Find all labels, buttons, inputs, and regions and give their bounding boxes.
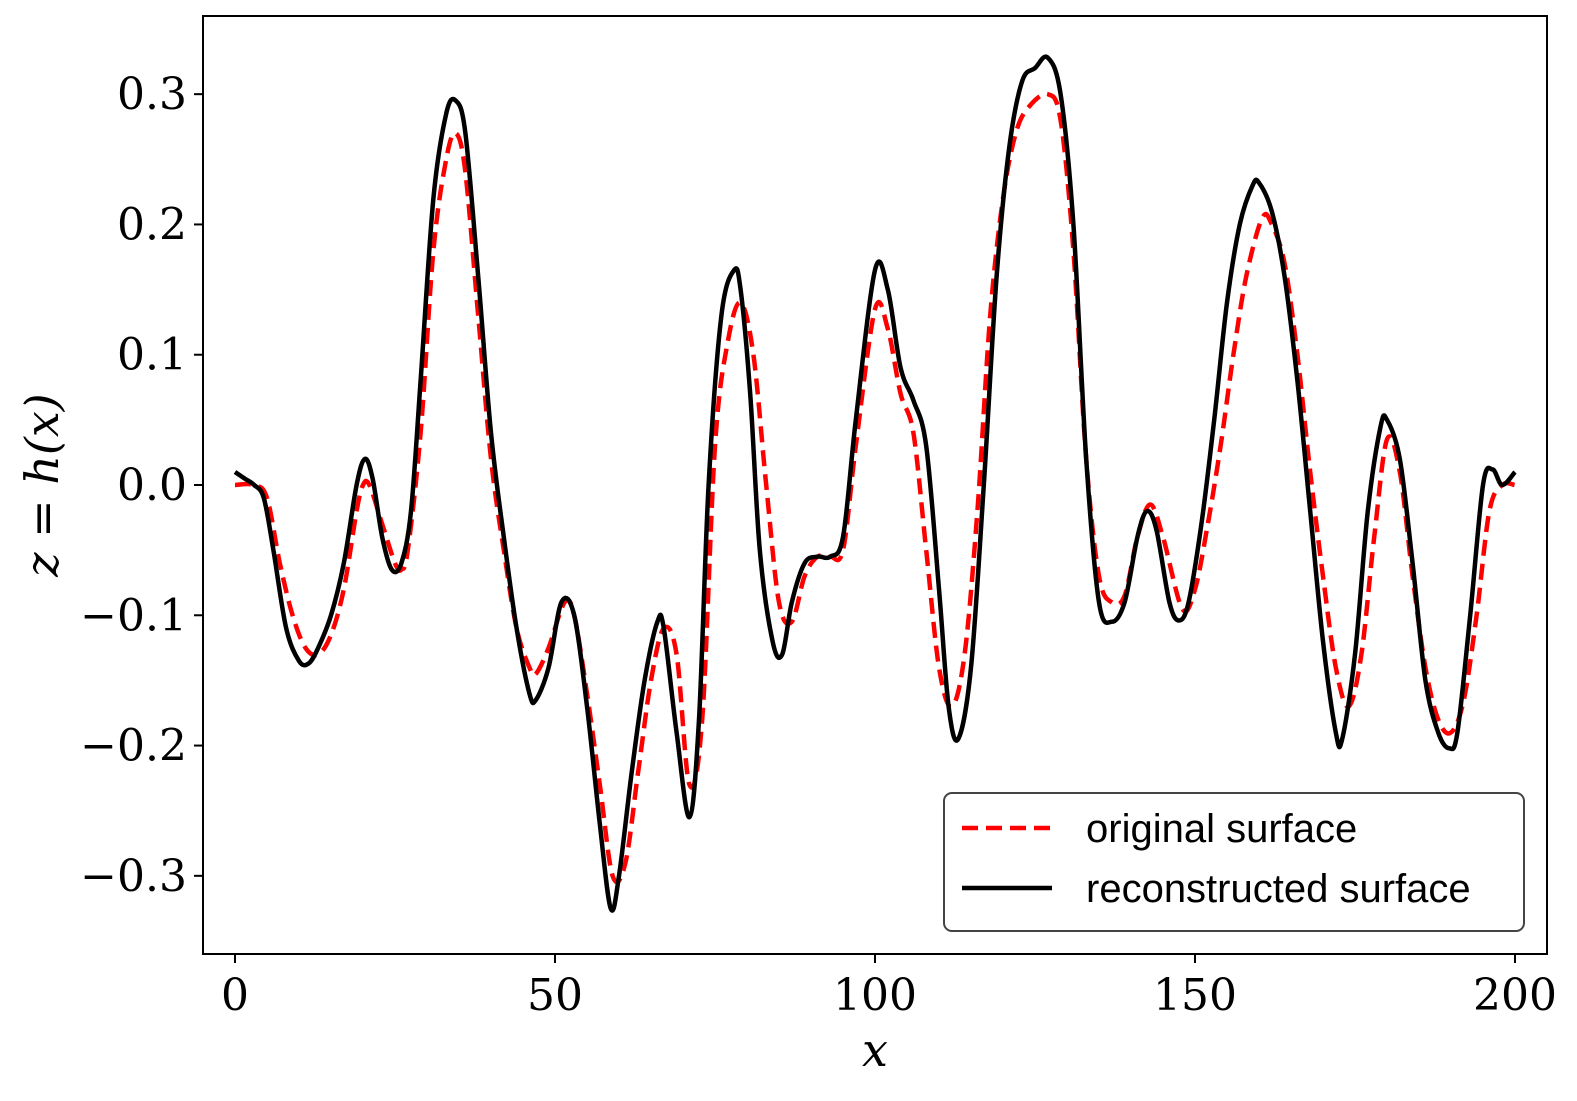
y-tick-label: −0.2: [80, 721, 187, 772]
legend-label-reconstructed: reconstructed surface: [1086, 867, 1471, 911]
legend: original surface reconstructed surface: [943, 792, 1525, 932]
y-tick-label: 0.2: [117, 199, 187, 250]
series-line-reconstructed: [233, 54, 1517, 913]
x-axis-label: x: [862, 1023, 888, 1077]
y-tick-label: 0.0: [117, 460, 187, 511]
y-tick-label: 0.1: [117, 330, 187, 381]
x-tick-label: 150: [1153, 970, 1237, 1021]
y-tick-label: −0.3: [80, 851, 187, 902]
x-tick-label: 50: [527, 970, 583, 1021]
series-layer: [233, 54, 1517, 913]
x-tick-label: 0: [221, 970, 249, 1021]
y-tick-label: 0.3: [117, 69, 187, 120]
x-tick-label: 100: [833, 970, 917, 1021]
series-line-original: [234, 91, 1516, 885]
legend-label-original: original surface: [1086, 807, 1357, 851]
ticks-layer: 0 50 100 150 200 −0.3 −0.2 −0.1 0.0 0.1 0.2 0.3: [80, 69, 1557, 1021]
y-tick-label: −0.1: [80, 590, 187, 641]
y-axis-label: z = h(x): [15, 393, 69, 577]
x-tick-label: 200: [1473, 970, 1557, 1021]
legend-frame: [943, 792, 1525, 932]
